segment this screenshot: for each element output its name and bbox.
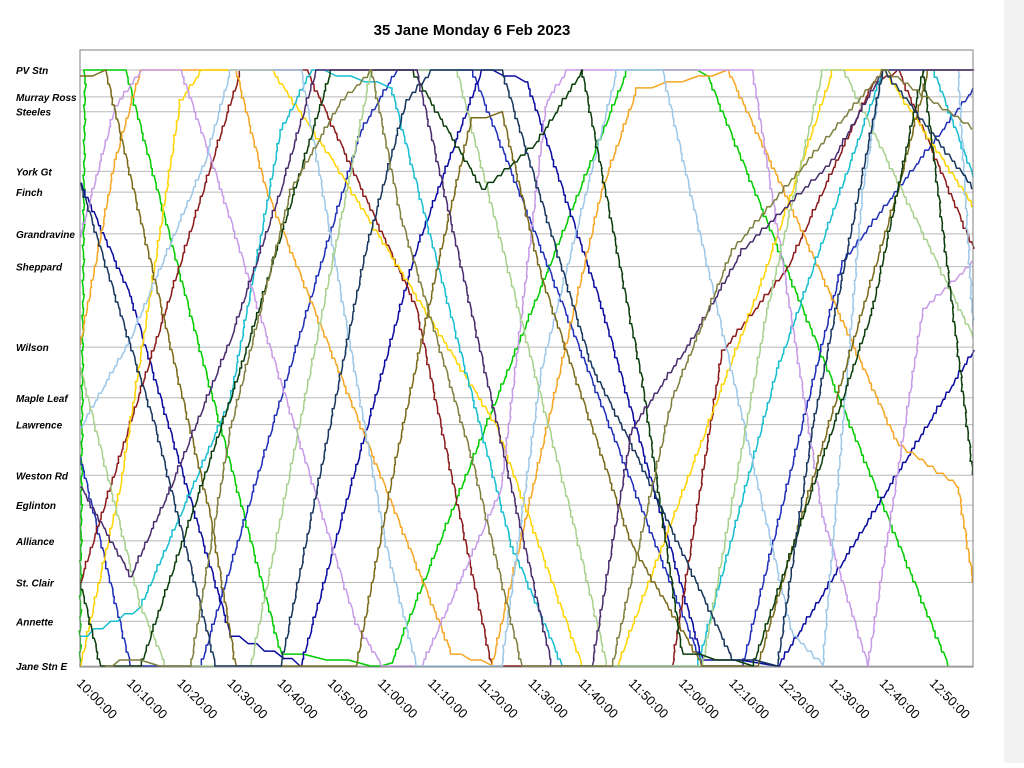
series-line [80, 69, 974, 667]
y-tick-label: Weston Rd [16, 471, 69, 482]
y-tick-label: PV Stn [16, 66, 48, 77]
x-tick-label: 10:50:00 [325, 676, 371, 722]
y-tick-label: Murray Ross [16, 93, 77, 104]
series-line [80, 69, 974, 667]
plot-area-frame [79, 49, 974, 668]
y-tick-label: Annette [15, 617, 54, 628]
x-tick-label: 10:20:00 [174, 676, 220, 722]
x-tick-label: 12:20:00 [776, 676, 822, 722]
x-axis-labels: 10:00:00 10:10:00 10:20:00 10:30:00 10:40:00… [74, 676, 973, 722]
y-tick-label: Alliance [15, 537, 55, 548]
y-tick-label: Steeles [16, 108, 51, 119]
series-line [105, 69, 973, 667]
x-tick-label: 11:40:00 [576, 676, 622, 722]
x-tick-label: 12:00:00 [676, 676, 722, 722]
y-tick-label: Wilson [16, 343, 49, 354]
series-line [79, 69, 974, 667]
x-tick-label: 10:00:00 [74, 676, 120, 722]
x-tick-label: 12:10:00 [726, 676, 772, 722]
series-line [79, 69, 974, 667]
series-line [80, 69, 973, 667]
x-tick-label: 11:50:00 [626, 676, 672, 722]
series-line [80, 69, 973, 667]
y-tick-label: Lawrence [16, 421, 63, 432]
series-line [80, 69, 975, 667]
x-tick-label: 11:10:00 [425, 676, 471, 722]
series-line [79, 69, 974, 667]
y-tick-label: Sheppard [16, 263, 63, 274]
series-group [78, 69, 975, 667]
x-tick-label: 12:30:00 [826, 676, 872, 722]
right-margin-strip [1004, 0, 1024, 763]
y-tick-label: Maple Leaf [16, 394, 69, 405]
x-tick-label: 12:40:00 [877, 676, 923, 722]
x-tick-label: 10:40:00 [275, 676, 321, 722]
series-line [80, 69, 975, 667]
x-tick-label: 10:10:00 [124, 676, 170, 722]
y-tick-label: Grandravine [16, 230, 75, 241]
y-tick-label: York Gt [16, 167, 52, 178]
x-tick-label: 11:20:00 [475, 676, 521, 722]
y-tick-label: Jane Stn E [16, 662, 67, 673]
series-line [80, 69, 974, 667]
x-tick-label: 12:50:00 [927, 676, 973, 722]
y-tick-label: Eglinton [16, 501, 56, 512]
series-line [80, 69, 975, 667]
x-tick-label: 10:30:00 [224, 676, 270, 722]
y-axis-labels: PV Stn Murray Ross Steeles York Gt Finch Gran… [15, 66, 77, 673]
y-tick-label: Finch [16, 188, 43, 199]
y-tick-label: St. Clair [16, 579, 55, 590]
series-line [78, 69, 949, 667]
chart-title: 35 Jane Monday 6 Feb 2023 [374, 22, 571, 39]
x-tick-label: 11:00:00 [375, 676, 421, 722]
x-tick-label: 11:30:00 [525, 676, 571, 722]
